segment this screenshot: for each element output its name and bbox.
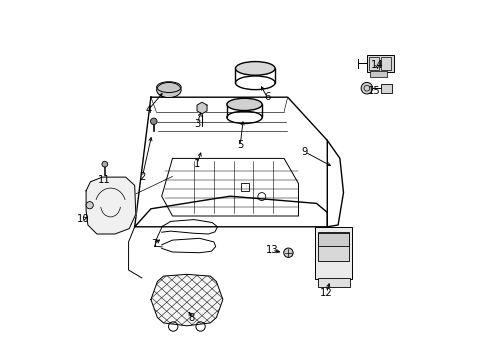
Text: 11: 11: [98, 175, 110, 185]
Polygon shape: [151, 274, 223, 326]
Circle shape: [283, 248, 292, 257]
Text: 3: 3: [193, 119, 200, 129]
Text: 12: 12: [320, 288, 332, 298]
Bar: [369, 71, 386, 77]
Polygon shape: [197, 102, 206, 114]
Text: 8: 8: [188, 313, 195, 323]
Bar: [317, 278, 349, 287]
Bar: [241, 183, 248, 191]
Circle shape: [150, 118, 157, 125]
Text: 7: 7: [151, 239, 157, 249]
Text: 10: 10: [77, 213, 90, 224]
Bar: [380, 57, 390, 70]
Bar: [381, 84, 391, 93]
Text: 14: 14: [370, 60, 383, 70]
Text: 2: 2: [139, 172, 145, 182]
Ellipse shape: [235, 62, 275, 75]
Text: 9: 9: [301, 147, 307, 157]
Text: 15: 15: [367, 86, 380, 96]
Bar: [366, 55, 393, 72]
Bar: [318, 233, 348, 246]
Text: 1: 1: [193, 159, 200, 169]
Bar: [368, 57, 378, 70]
Circle shape: [86, 202, 93, 209]
Bar: [318, 232, 348, 261]
Bar: [314, 227, 352, 279]
Ellipse shape: [226, 98, 262, 111]
Text: 4: 4: [145, 105, 151, 115]
Circle shape: [361, 82, 372, 94]
Circle shape: [102, 161, 107, 167]
Text: 6: 6: [264, 92, 270, 102]
Ellipse shape: [156, 82, 181, 98]
Polygon shape: [86, 177, 136, 234]
Text: 5: 5: [237, 140, 243, 150]
Text: 13: 13: [265, 245, 278, 255]
